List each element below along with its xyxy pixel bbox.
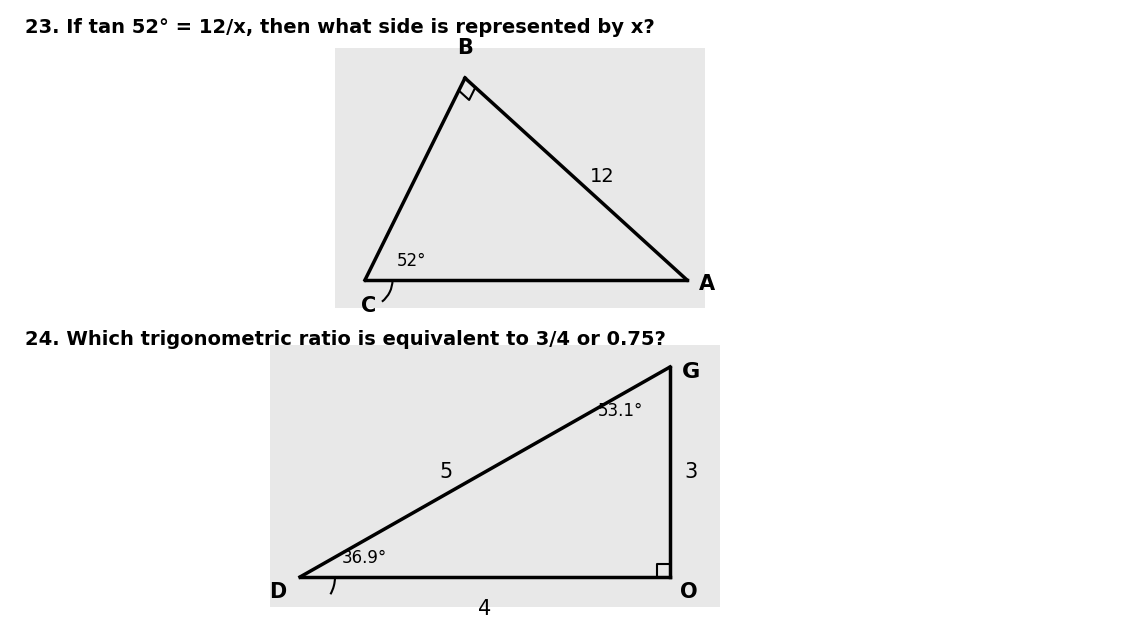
Text: C: C [361,296,376,316]
Text: A: A [699,274,716,294]
Bar [335,48,705,308]
Text: 52°: 52° [397,252,426,270]
Text: 12: 12 [590,168,614,187]
Text: 36.9°: 36.9° [342,549,387,567]
Text: 5: 5 [440,462,453,482]
Text: 24. Which trigonometric ratio is equivalent to 3/4 or 0.75?: 24. Which trigonometric ratio is equival… [25,330,666,349]
Text: 23. If tan 52° = 12/x, then what side is represented by x?: 23. If tan 52° = 12/x, then what side is… [25,18,655,37]
Text: 4: 4 [478,599,492,619]
Text: 3: 3 [684,462,698,482]
Text: O: O [680,582,698,602]
Text: 53.1°: 53.1° [598,402,643,420]
Text: D: D [269,582,286,602]
Text: G: G [682,362,700,382]
Text: B: B [457,38,472,58]
Bar [270,345,720,607]
